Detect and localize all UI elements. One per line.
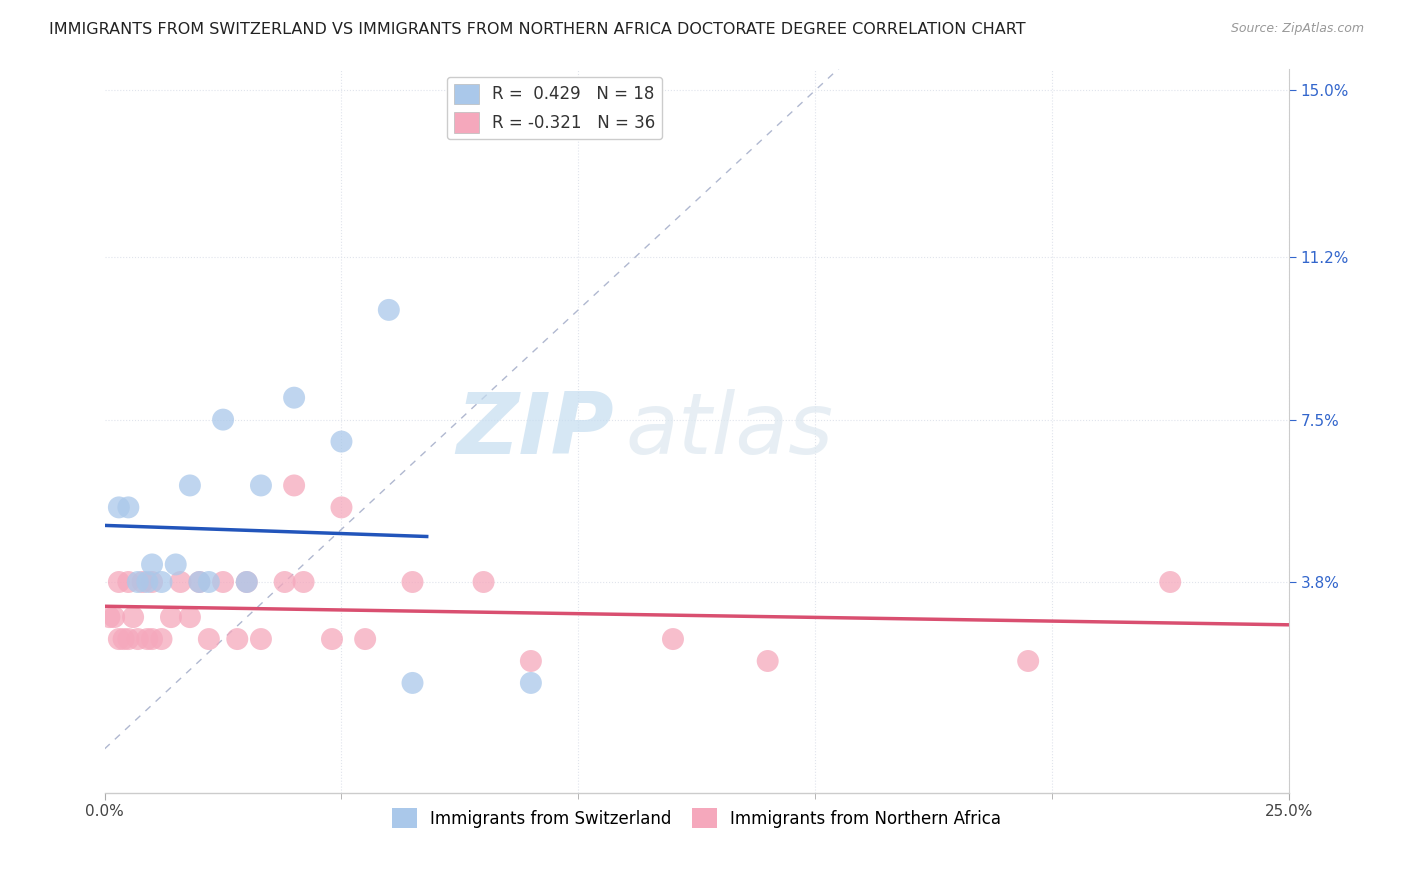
Point: [188, 574, 211, 589]
Point: [292, 574, 315, 589]
Legend: Immigrants from Switzerland, Immigrants from Northern Africa: Immigrants from Switzerland, Immigrants …: [385, 801, 1008, 835]
Point: [235, 574, 257, 589]
Point: [141, 632, 163, 646]
Point: [112, 632, 135, 646]
Point: [472, 574, 495, 589]
Point: [150, 574, 173, 589]
Point: [401, 574, 423, 589]
Point: [127, 574, 149, 589]
Point: [141, 558, 163, 572]
Text: atlas: atlas: [626, 389, 834, 472]
Point: [283, 478, 305, 492]
Point: [103, 610, 125, 624]
Point: [98, 610, 121, 624]
Point: [283, 391, 305, 405]
Point: [250, 478, 273, 492]
Point: [520, 654, 543, 668]
Point: [188, 574, 211, 589]
Point: [117, 500, 139, 515]
Point: [160, 610, 183, 624]
Point: [179, 478, 201, 492]
Point: [235, 574, 257, 589]
Point: [150, 632, 173, 646]
Point: [117, 574, 139, 589]
Point: [321, 632, 343, 646]
Point: [401, 676, 423, 690]
Point: [122, 610, 145, 624]
Point: [662, 632, 685, 646]
Point: [1159, 574, 1181, 589]
Point: [127, 632, 149, 646]
Point: [756, 654, 779, 668]
Point: [520, 676, 543, 690]
Point: [1017, 654, 1039, 668]
Point: [330, 500, 353, 515]
Point: [136, 632, 159, 646]
Point: [198, 632, 221, 646]
Point: [108, 632, 131, 646]
Point: [250, 632, 273, 646]
Point: [108, 500, 131, 515]
Point: [165, 558, 187, 572]
Point: [212, 574, 235, 589]
Point: [378, 302, 401, 317]
Point: [212, 412, 235, 426]
Point: [226, 632, 249, 646]
Point: [141, 574, 163, 589]
Point: [108, 574, 131, 589]
Point: [169, 574, 191, 589]
Point: [330, 434, 353, 449]
Point: [117, 632, 139, 646]
Point: [136, 574, 159, 589]
Point: [179, 610, 201, 624]
Point: [273, 574, 295, 589]
Text: ZIP: ZIP: [456, 389, 614, 472]
Text: IMMIGRANTS FROM SWITZERLAND VS IMMIGRANTS FROM NORTHERN AFRICA DOCTORATE DEGREE : IMMIGRANTS FROM SWITZERLAND VS IMMIGRANT…: [49, 22, 1026, 37]
Text: Source: ZipAtlas.com: Source: ZipAtlas.com: [1230, 22, 1364, 36]
Point: [354, 632, 377, 646]
Point: [131, 574, 153, 589]
Point: [198, 574, 221, 589]
